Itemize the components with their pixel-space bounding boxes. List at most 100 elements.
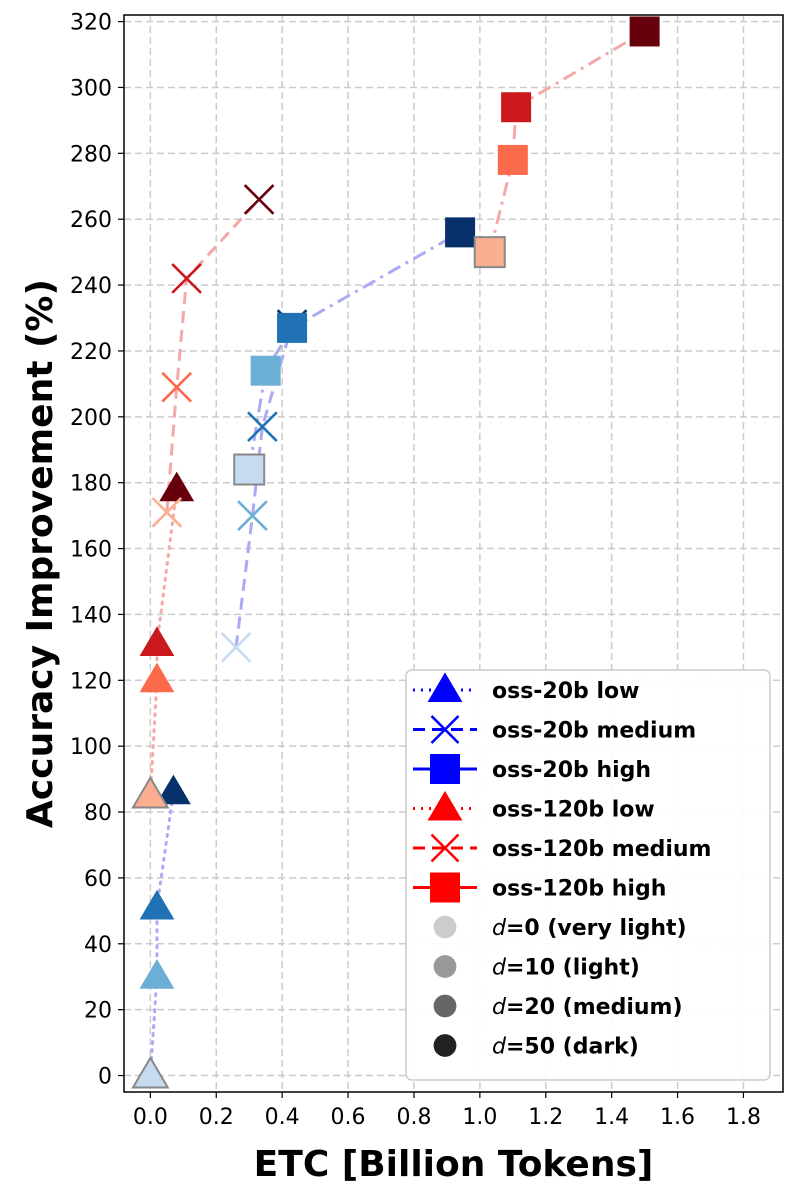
legend-label: d=50 (dark) (492, 1035, 639, 1060)
legend-marker (433, 915, 457, 939)
series-line-oss-120b-medium (165, 198, 261, 513)
legend-label: d=20 (medium) (492, 995, 683, 1020)
triangle-marker (427, 790, 463, 821)
series-line-oss-20b-low (148, 790, 175, 1078)
series-line-oss-120b-high (488, 30, 646, 253)
data-point (497, 144, 528, 175)
data-markers (131, 16, 660, 1089)
x-tick-label: 1.8 (726, 1105, 761, 1130)
y-tick-label: 180 (70, 472, 112, 497)
data-point (156, 774, 191, 805)
data-point (445, 217, 476, 248)
data-point (151, 497, 183, 528)
legend-entry: d=10 (light) (433, 955, 640, 981)
triangle-marker (139, 959, 175, 989)
y-tick-label: 100 (70, 735, 112, 760)
legend-label: d=0 (very light) (492, 916, 687, 941)
legend-entry: oss-20b low (413, 672, 639, 704)
y-tick-label: 200 (70, 406, 112, 431)
triangle-marker (139, 662, 175, 693)
legend-label: oss-20b low (492, 679, 639, 704)
square-marker (430, 754, 460, 784)
plot-frame (123, 14, 784, 1093)
legend-marker (430, 754, 460, 784)
data-point (220, 632, 252, 663)
triangle-marker (139, 889, 175, 920)
y-tick-label: 260 (70, 208, 112, 233)
data-point (243, 184, 275, 215)
x-marker-stroke (151, 497, 183, 528)
x-marker-stroke (237, 500, 268, 531)
x-tick-label: 0.0 (133, 1105, 168, 1130)
y-tick-label: 0 (98, 1065, 112, 1090)
data-point (277, 312, 308, 343)
data-point (159, 471, 195, 502)
x-marker-stroke (161, 371, 193, 403)
y-tick-label: 240 (70, 274, 112, 299)
legend-entry: oss-120b high (413, 872, 666, 903)
data-point (250, 355, 281, 386)
x-tick-label: 0.4 (265, 1105, 300, 1130)
circle-marker (433, 955, 457, 978)
data-point (171, 263, 202, 294)
circle-marker (433, 915, 457, 939)
y-tick-label: 280 (70, 142, 112, 167)
y-tick-label: 60 (84, 867, 112, 892)
x-marker-stroke (171, 263, 202, 294)
legend-marker (430, 833, 460, 863)
legend-entry: oss-120b medium (413, 833, 711, 863)
y-tick-label: 300 (70, 76, 112, 101)
triangle-marker (159, 471, 195, 502)
triangle-marker (427, 672, 463, 702)
data-point (131, 1055, 170, 1089)
square-marker (233, 453, 266, 486)
square-marker (430, 872, 460, 903)
legend-marker (430, 872, 460, 903)
data-point (139, 626, 175, 657)
x-tick-label: 0.2 (199, 1105, 234, 1130)
legend: oss-20b low oss-20b medium oss-20b high oss… (405, 669, 771, 1081)
x-marker-stroke (220, 632, 252, 663)
y-tick-label: 80 (84, 801, 112, 826)
legend-marker (433, 994, 457, 1018)
legend-label: oss-120b medium (492, 837, 711, 862)
legend-marker (430, 715, 460, 744)
data-point (501, 92, 532, 123)
triangle-marker (156, 774, 191, 805)
legend-entry: oss-20b medium (413, 715, 696, 744)
y-axis-title: Accuracy Improvement (%) (20, 279, 61, 828)
square-marker (629, 16, 660, 47)
legend-entry: oss-120b low (413, 790, 655, 823)
axis-ticks: 0.0 0.2 0.4 0.6 0.8 1.0 1.2 1.4 1.6 1.8 0 20 40 60 80 1… (70, 11, 761, 1130)
square-marker (473, 236, 506, 269)
data-point (233, 453, 266, 486)
data-point (139, 662, 175, 693)
legend-label: oss-20b medium (492, 719, 696, 744)
square-marker (277, 312, 308, 343)
x-tick-label: 0.8 (396, 1105, 431, 1130)
y-tick-label: 320 (70, 11, 112, 36)
x-marker-stroke (430, 715, 460, 744)
series-line-oss-120b-low (148, 487, 179, 798)
data-point (139, 889, 175, 920)
x-tick-label: 1.0 (462, 1105, 497, 1130)
y-tick-label: 220 (70, 340, 112, 365)
legend-entry: d=0 (very light) (433, 915, 687, 941)
x-marker-stroke (430, 833, 460, 863)
data-point (629, 16, 660, 47)
x-marker-stroke (247, 411, 278, 443)
legend-label: oss-120b high (492, 877, 666, 902)
data-point (161, 371, 193, 403)
legend-marker (427, 672, 463, 702)
y-tick-label: 140 (70, 603, 112, 628)
data-point (237, 500, 268, 531)
x-marker-stroke (243, 184, 275, 215)
data-point (131, 775, 170, 809)
circle-marker (433, 994, 457, 1018)
data-point (139, 959, 175, 989)
x-axis-title: ETC [Billion Tokens] (254, 1144, 654, 1185)
data-point (247, 411, 278, 443)
legend-entry: d=50 (dark) (433, 1034, 639, 1060)
legend-entry: d=20 (medium) (433, 994, 683, 1020)
